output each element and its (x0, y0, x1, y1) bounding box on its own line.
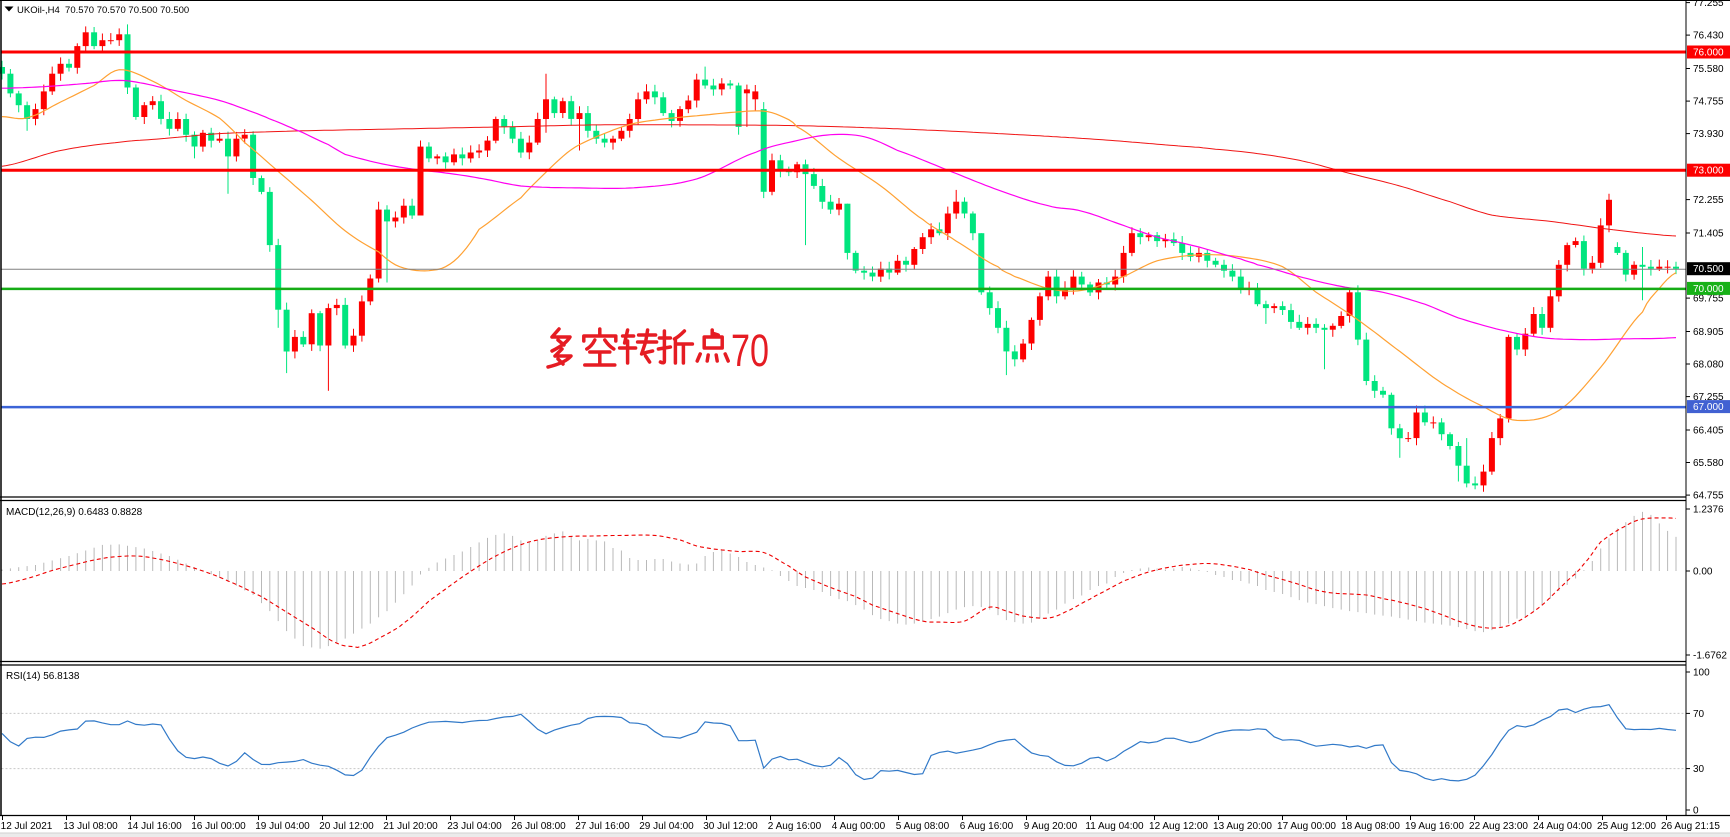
svg-text:70.000: 70.000 (1693, 284, 1724, 295)
svg-text:11 Aug 04:00: 11 Aug 04:00 (1085, 821, 1144, 832)
svg-text:5 Aug 08:00: 5 Aug 08:00 (896, 821, 950, 832)
svg-text:19 Jul 04:00: 19 Jul 04:00 (255, 821, 310, 832)
svg-text:1.2376: 1.2376 (1693, 505, 1724, 516)
svg-text:14 Jul 16:00: 14 Jul 16:00 (127, 821, 182, 832)
svg-text:UKOil-,H4 70.570 70.570 70.50: UKOil-,H4 70.570 70.570 70.500 70.500 (17, 5, 189, 16)
svg-text:67.255: 67.255 (1693, 392, 1724, 403)
svg-text:69.755: 69.755 (1693, 294, 1724, 305)
svg-text:18 Aug 08:00: 18 Aug 08:00 (1341, 821, 1400, 832)
svg-text:21 Jul 20:00: 21 Jul 20:00 (383, 821, 438, 832)
svg-text:25 Aug 12:00: 25 Aug 12:00 (1597, 821, 1656, 832)
svg-text:13 Aug 20:00: 13 Aug 20:00 (1213, 821, 1272, 832)
svg-text:26 Aug 21:15: 26 Aug 21:15 (1661, 821, 1720, 832)
svg-text:6 Aug 16:00: 6 Aug 16:00 (960, 821, 1014, 832)
svg-text:75.580: 75.580 (1693, 64, 1724, 75)
svg-text:4 Aug 00:00: 4 Aug 00:00 (832, 821, 886, 832)
svg-text:30 Jul 12:00: 30 Jul 12:00 (703, 821, 758, 832)
svg-text:12 Jul 2021: 12 Jul 2021 (1, 821, 53, 832)
svg-text:72.255: 72.255 (1693, 195, 1724, 206)
svg-text:71.405: 71.405 (1693, 229, 1724, 240)
svg-text:70: 70 (731, 325, 769, 376)
svg-text:100: 100 (1693, 668, 1710, 679)
svg-text:0.00: 0.00 (1693, 567, 1713, 578)
svg-text:74.755: 74.755 (1693, 97, 1724, 108)
svg-text:RSI(14) 56.8138: RSI(14) 56.8138 (6, 671, 80, 682)
svg-text:70: 70 (1693, 709, 1705, 720)
svg-text:70.500: 70.500 (1693, 264, 1724, 275)
svg-text:2 Aug 16:00: 2 Aug 16:00 (768, 821, 822, 832)
svg-text:29 Jul 04:00: 29 Jul 04:00 (639, 821, 694, 832)
svg-text:12 Aug 12:00: 12 Aug 12:00 (1149, 821, 1208, 832)
svg-text:73.930: 73.930 (1693, 129, 1724, 140)
svg-text:13 Jul 08:00: 13 Jul 08:00 (63, 821, 118, 832)
svg-text:19 Aug 16:00: 19 Aug 16:00 (1405, 821, 1464, 832)
svg-text:16 Jul 00:00: 16 Jul 00:00 (191, 821, 246, 832)
svg-text:76.430: 76.430 (1693, 31, 1724, 42)
svg-text:26 Jul 08:00: 26 Jul 08:00 (511, 821, 566, 832)
svg-text:20 Jul 12:00: 20 Jul 12:00 (319, 821, 374, 832)
svg-text:17 Aug 00:00: 17 Aug 00:00 (1277, 821, 1336, 832)
svg-text:65.580: 65.580 (1693, 458, 1724, 469)
svg-text:23 Jul 04:00: 23 Jul 04:00 (447, 821, 502, 832)
svg-text:68.905: 68.905 (1693, 327, 1724, 338)
svg-text:0: 0 (1693, 806, 1699, 817)
svg-text:67.000: 67.000 (1693, 402, 1724, 413)
svg-text:22 Aug 23:00: 22 Aug 23:00 (1469, 821, 1528, 832)
svg-text:30: 30 (1693, 764, 1705, 775)
svg-text:77.255: 77.255 (1693, 0, 1724, 9)
svg-text:68.080: 68.080 (1693, 360, 1724, 371)
svg-text:76.000: 76.000 (1693, 48, 1724, 59)
svg-text:73.000: 73.000 (1693, 166, 1724, 177)
svg-text:MACD(12,26,9) 0.6483 0.8828: MACD(12,26,9) 0.6483 0.8828 (6, 507, 143, 518)
svg-text:64.755: 64.755 (1693, 491, 1724, 502)
svg-text:9 Aug 20:00: 9 Aug 20:00 (1024, 821, 1078, 832)
svg-text:24 Aug 04:00: 24 Aug 04:00 (1533, 821, 1592, 832)
svg-text:66.405: 66.405 (1693, 426, 1724, 437)
svg-text:27 Jul 16:00: 27 Jul 16:00 (575, 821, 630, 832)
svg-text:-1.6762: -1.6762 (1693, 651, 1727, 662)
